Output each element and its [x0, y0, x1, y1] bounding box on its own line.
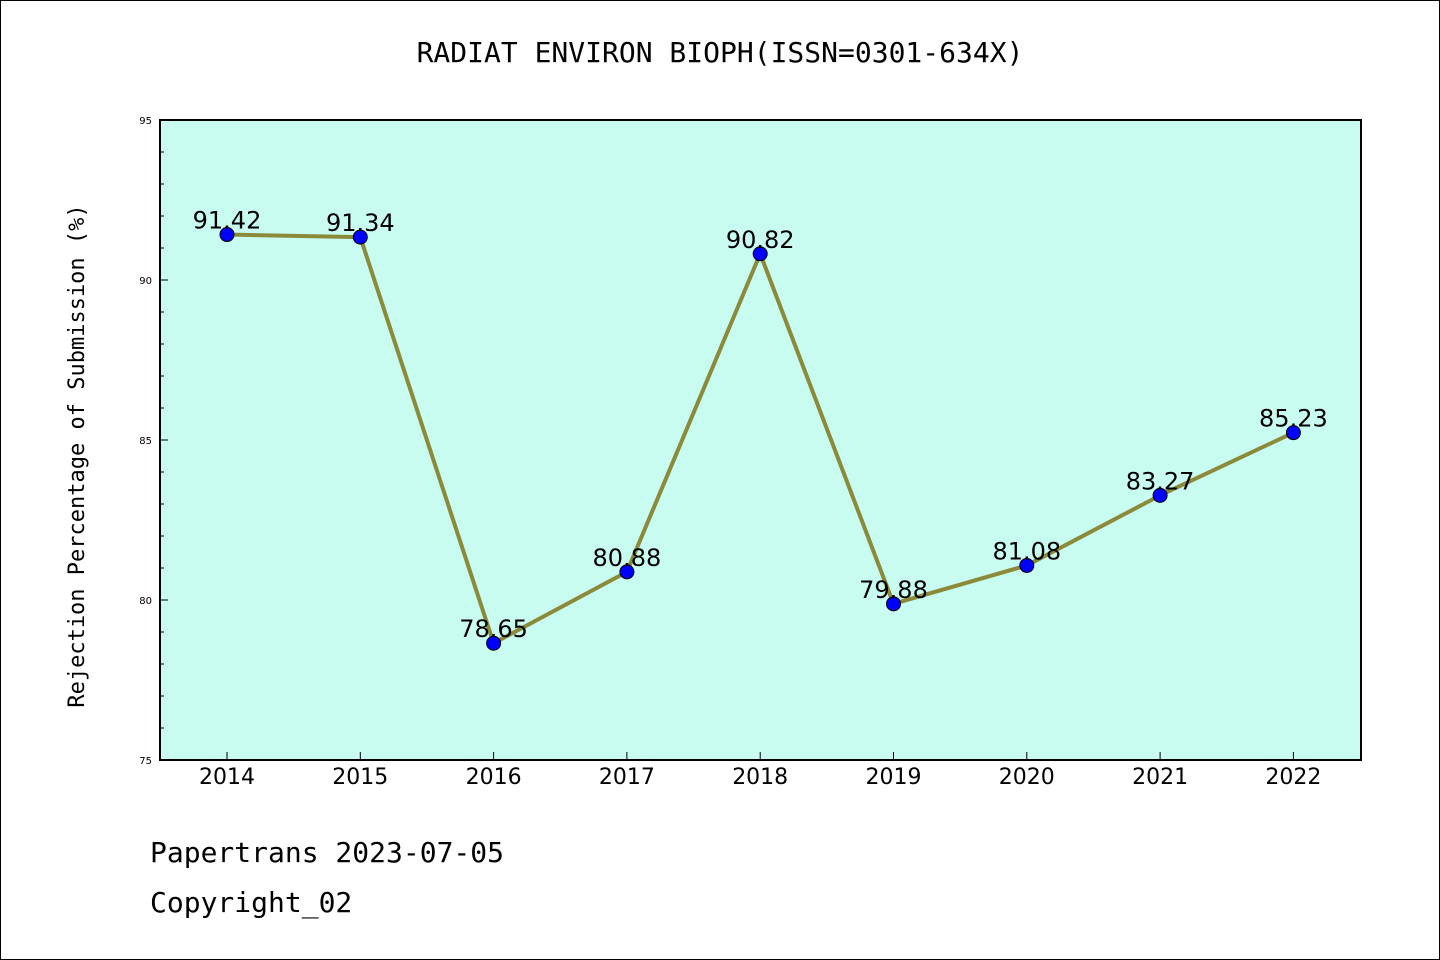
data-label: 91.42	[193, 207, 262, 235]
y-axis-label: Rejection Percentage of Submission (%)	[65, 204, 90, 707]
data-point	[752, 246, 768, 262]
x-tick-label: 2022	[1265, 765, 1321, 790]
data-point	[886, 596, 901, 612]
footer-copyright: Copyright_02	[150, 886, 353, 919]
data-label: 91.34	[326, 209, 395, 237]
data-point	[219, 227, 235, 243]
data-point	[1019, 557, 1035, 573]
data-label: 78.65	[459, 615, 528, 643]
chart-title: RADIAT ENVIRON BIOPH(ISSN=0301-634X)	[416, 36, 1024, 69]
x-tick-label: 2016	[466, 765, 522, 790]
data-point	[352, 229, 368, 245]
data-label: 85.23	[1259, 405, 1328, 433]
data-label: 81.08	[992, 537, 1061, 565]
data-label: 79.88	[859, 576, 928, 604]
y-tick-label: 90	[139, 276, 152, 287]
data-label: 80.88	[593, 544, 662, 572]
y-tick-label: 80	[139, 596, 152, 607]
data-label: 83.27	[1126, 467, 1195, 495]
plot-area	[159, 119, 1362, 761]
x-tick-label: 2019	[866, 765, 922, 790]
data-point	[1285, 425, 1301, 441]
x-tick-label: 2018	[732, 765, 788, 790]
data-label: 90.82	[726, 226, 795, 254]
x-tick-label: 2020	[999, 765, 1055, 790]
data-point	[1152, 487, 1168, 503]
y-tick-label: 75	[139, 756, 152, 767]
x-tick-label: 2015	[332, 765, 388, 790]
x-tick-label: 2021	[1132, 765, 1188, 790]
y-tick-label: 95	[139, 116, 152, 127]
x-tick-label: 2014	[199, 765, 255, 790]
x-tick-label: 2017	[599, 765, 655, 790]
data-point	[619, 564, 635, 580]
footer-date: Papertrans 2023-07-05	[150, 836, 505, 869]
data-point	[486, 635, 502, 651]
y-tick-label: 85	[139, 436, 152, 447]
